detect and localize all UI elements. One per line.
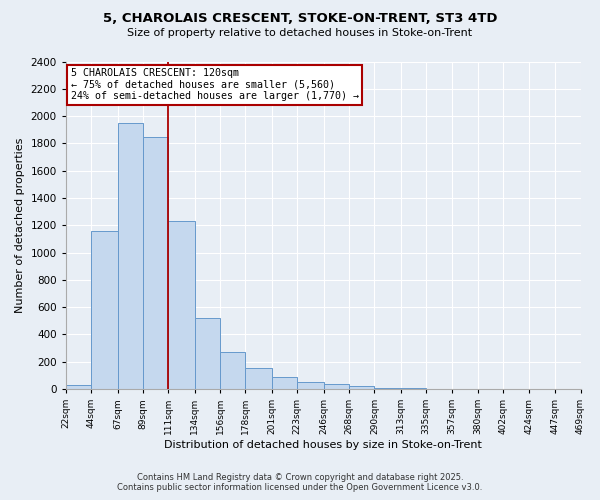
Bar [297,382,324,389]
Bar [401,388,426,389]
Bar [169,221,195,389]
Bar [143,136,169,389]
Y-axis label: Number of detached properties: Number of detached properties [15,138,25,313]
Bar [195,318,220,389]
Bar [245,368,272,389]
Bar [272,377,297,389]
Bar [220,352,245,389]
Bar [118,123,143,389]
Bar [324,384,349,389]
Bar [91,230,118,389]
Text: Size of property relative to detached houses in Stoke-on-Trent: Size of property relative to detached ho… [127,28,473,38]
Text: Contains HM Land Registry data © Crown copyright and database right 2025.
Contai: Contains HM Land Registry data © Crown c… [118,473,482,492]
Text: 5 CHAROLAIS CRESCENT: 120sqm
← 75% of detached houses are smaller (5,560)
24% of: 5 CHAROLAIS CRESCENT: 120sqm ← 75% of de… [71,68,359,102]
Text: 5, CHAROLAIS CRESCENT, STOKE-ON-TRENT, ST3 4TD: 5, CHAROLAIS CRESCENT, STOKE-ON-TRENT, S… [103,12,497,26]
Bar [349,386,374,389]
Bar [374,388,401,389]
Bar [66,385,91,389]
X-axis label: Distribution of detached houses by size in Stoke-on-Trent: Distribution of detached houses by size … [164,440,482,450]
